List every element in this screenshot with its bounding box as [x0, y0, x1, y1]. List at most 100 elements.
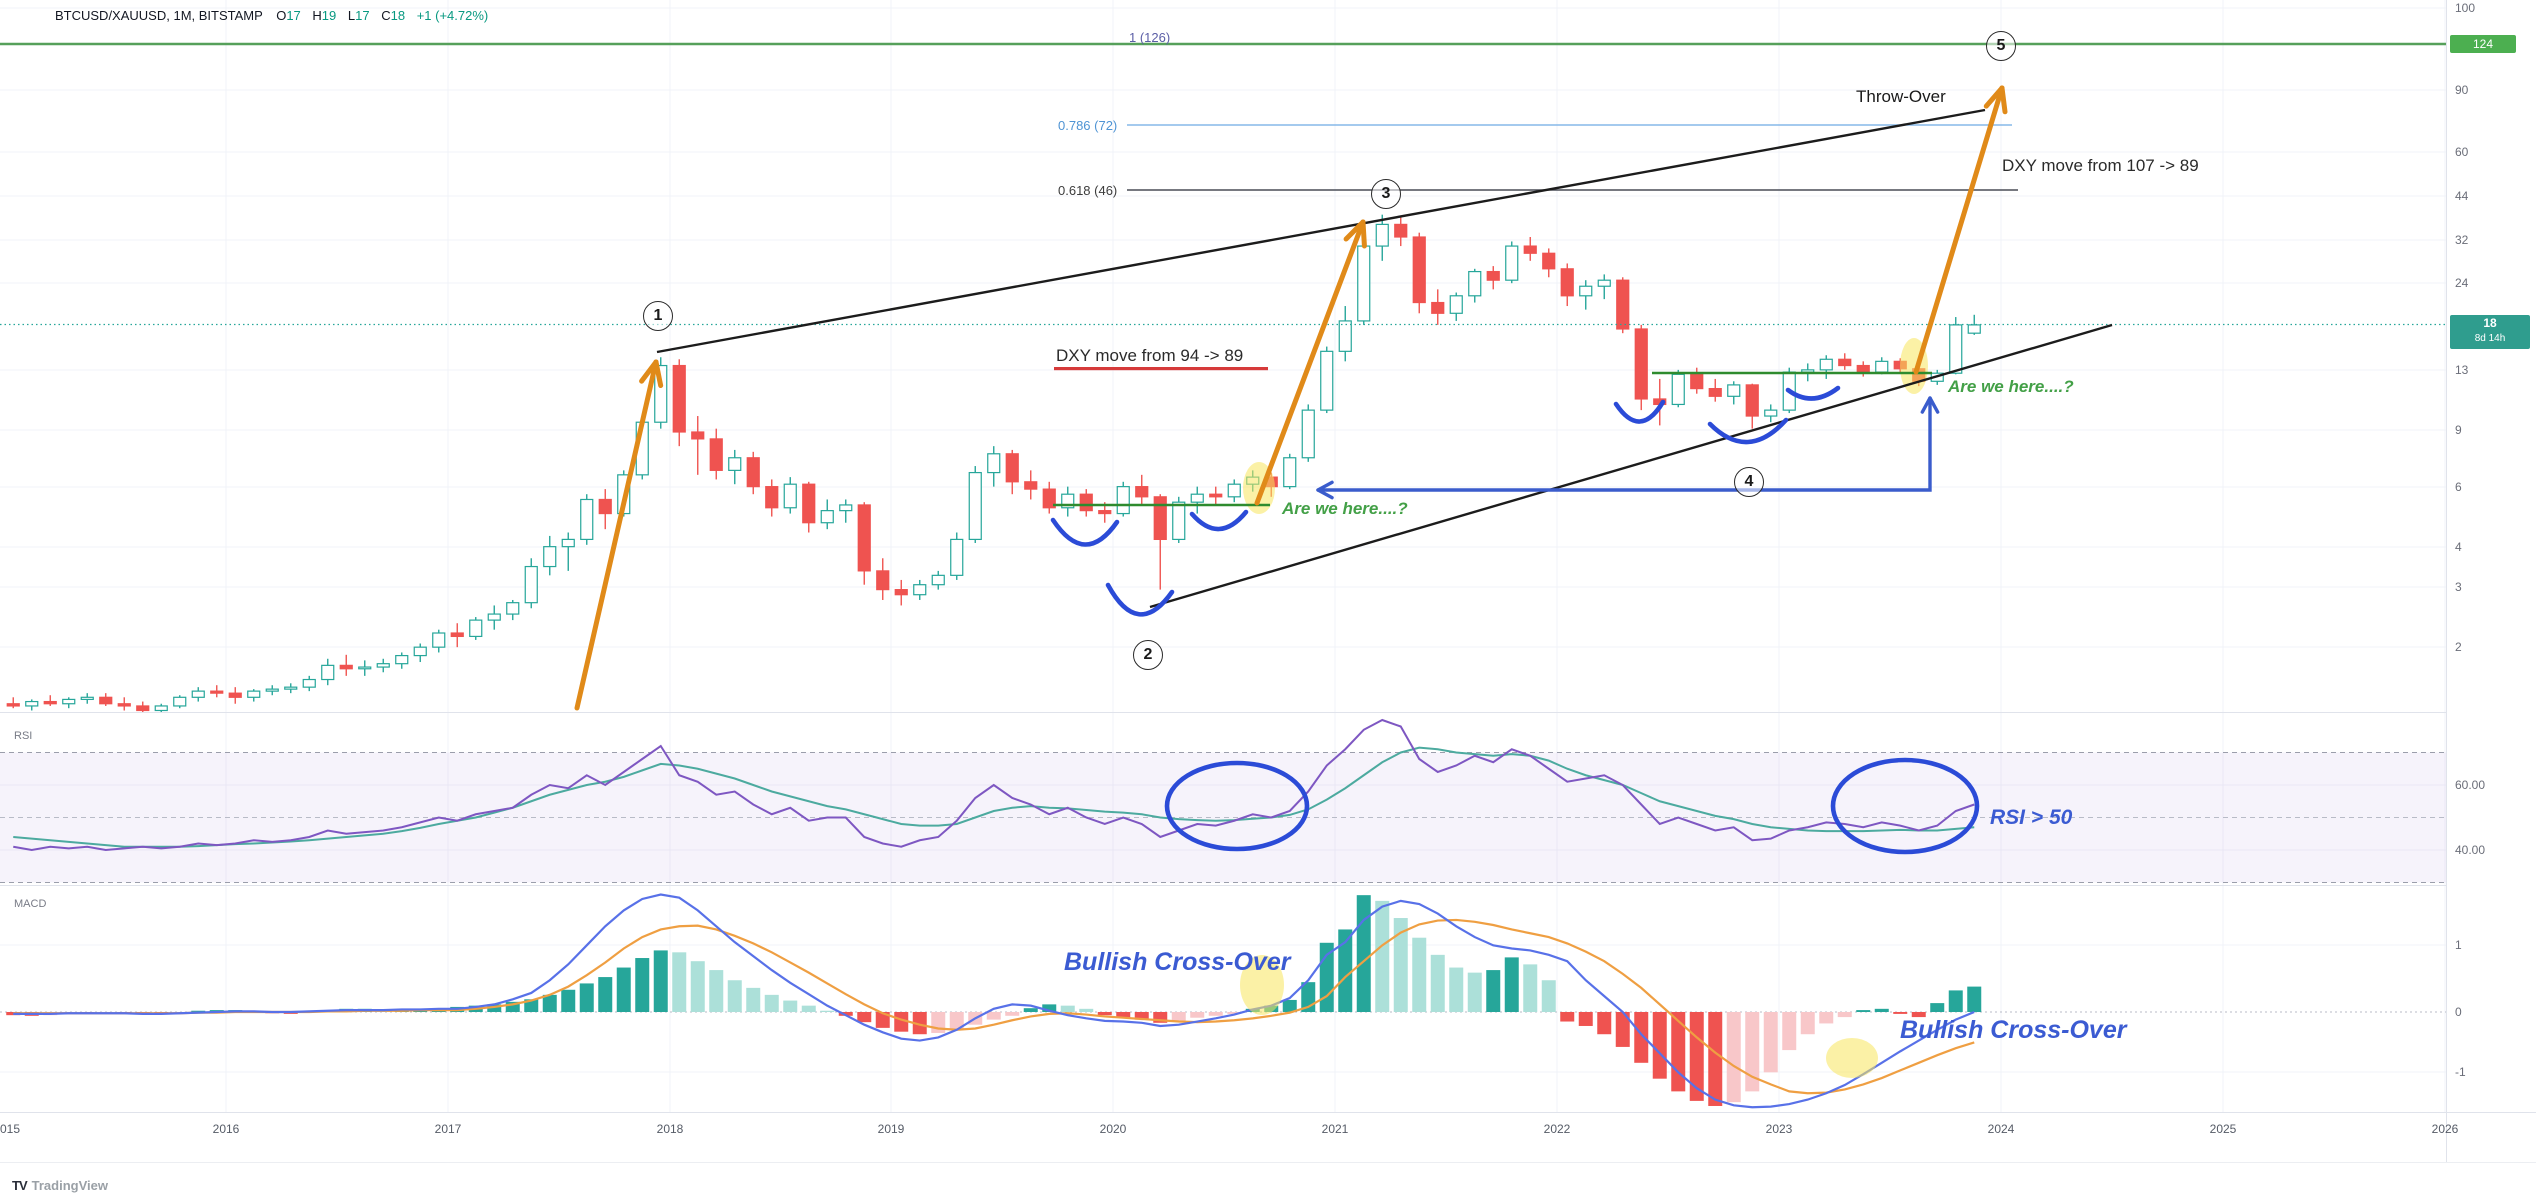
macd-histogram-bar	[764, 994, 779, 1012]
price-axis-label: 6	[2455, 480, 2462, 494]
wave-label-3: 3	[1371, 179, 1401, 209]
candle-body	[598, 498, 612, 515]
candle-body	[1523, 245, 1537, 254]
candle-body	[1597, 279, 1611, 287]
macd-histogram-bar	[1578, 1012, 1593, 1026]
macd-histogram-bar	[524, 999, 539, 1012]
candle-body	[987, 453, 1001, 474]
candle-body	[1357, 245, 1371, 322]
symbol-legend[interactable]: BTCUSD/XAUUSD, 1M, BITSTAMP O17 H19 L17 …	[55, 8, 488, 23]
macd-histogram-bar	[1597, 1012, 1612, 1035]
macd-histogram-bar	[487, 1004, 502, 1012]
candle-body	[783, 483, 797, 509]
tradingview-logo[interactable]: TV TradingView	[12, 1178, 108, 1193]
candle-body	[1838, 358, 1852, 367]
macd-histogram-bar	[1042, 1004, 1057, 1012]
time-axis-label: 2025	[2209, 1122, 2237, 1136]
candle-body	[820, 510, 834, 524]
candle-body	[1856, 364, 1870, 373]
time-axis-label: 015	[0, 1122, 21, 1136]
macd-histogram-bar	[1893, 1012, 1908, 1014]
candle-body	[802, 483, 816, 524]
pane-divider[interactable]	[0, 712, 2446, 713]
wave-label-4: 4	[1734, 467, 1764, 497]
macd-histogram-bar	[1079, 1008, 1094, 1012]
macd-histogram-bar	[598, 977, 613, 1012]
candle-body	[80, 696, 94, 701]
tradingview-logo-icon: TV	[12, 1178, 28, 1193]
candle-body	[1486, 270, 1500, 281]
macd-histogram-bar	[1948, 990, 1963, 1012]
macd-histogram-bar	[986, 1012, 1001, 1020]
rsi-pane[interactable]	[0, 712, 2446, 885]
macd-histogram-bar	[616, 967, 631, 1012]
candle-body	[1690, 373, 1704, 390]
macd-histogram-bar	[1541, 980, 1556, 1012]
macd-histogram-bar	[1967, 986, 1982, 1012]
macd-histogram-bar	[1504, 957, 1519, 1012]
candle-body	[43, 700, 57, 705]
candle-body	[432, 632, 446, 648]
candle-body	[1449, 295, 1463, 314]
macd-histogram-bar	[1652, 1012, 1667, 1079]
price-axis-label: 2	[2455, 640, 2462, 654]
candle-body	[154, 705, 168, 712]
macd-histogram-bar	[690, 961, 705, 1012]
macd-histogram-bar	[1615, 1012, 1630, 1047]
candle-body	[1801, 369, 1815, 373]
macd-histogram-bar	[561, 989, 576, 1012]
candle-body	[1505, 245, 1519, 281]
candle-body	[1893, 360, 1907, 370]
candle-body	[25, 700, 39, 707]
macd-histogram-bar	[1708, 1012, 1723, 1106]
macd-histogram-bar	[1356, 895, 1371, 1012]
close-value: 18	[390, 8, 406, 23]
candle-body	[1098, 510, 1112, 515]
candle-body	[228, 692, 242, 698]
macd-histogram-bar	[1763, 1012, 1778, 1073]
candle-body	[543, 546, 557, 568]
candle-body	[1653, 398, 1667, 406]
macd-axis-label: -1	[2455, 1065, 2466, 1079]
candle-body	[1967, 324, 1981, 334]
macd-histogram-bar	[1837, 1012, 1852, 1018]
macd-histogram-bar	[875, 1012, 890, 1028]
macd-histogram-bar	[1319, 942, 1334, 1012]
rsi-axis-label: 60.00	[2455, 778, 2486, 792]
open-label: O	[276, 8, 287, 23]
rsi-ma-line	[13, 746, 1975, 848]
candle-body	[1819, 358, 1833, 371]
macd-histogram-bar	[1800, 1012, 1815, 1035]
macd-histogram-bar	[820, 1010, 835, 1012]
low-label: L	[347, 8, 356, 23]
macd-pane[interactable]	[0, 885, 2446, 1112]
macd-pane-label: MACD	[14, 898, 47, 910]
candle-body	[524, 565, 538, 604]
candle-body	[395, 654, 409, 665]
macd-histogram-bar	[1745, 1012, 1760, 1092]
macd-histogram-bar	[1023, 1008, 1038, 1012]
pane-divider[interactable]	[0, 885, 2446, 886]
candle-body	[1190, 493, 1204, 503]
macd-histogram-bar	[1911, 1012, 1926, 1018]
macd-histogram-bar	[1060, 1005, 1075, 1012]
candle-body	[672, 364, 686, 433]
candle-body	[968, 471, 982, 541]
candle-body	[1782, 371, 1796, 411]
candle-body	[765, 486, 779, 509]
macd-histogram-bar	[1338, 929, 1353, 1012]
macd-histogram-bar	[1282, 999, 1297, 1012]
time-axis-label: 2022	[1543, 1122, 1571, 1136]
candle-body	[1542, 252, 1556, 270]
candle-body	[358, 666, 372, 670]
candle-body	[1005, 453, 1019, 483]
macd-histogram-bar	[1560, 1012, 1575, 1022]
price-axis-label: 44	[2455, 189, 2469, 203]
candle-body	[191, 690, 205, 698]
macd-histogram-bar	[505, 1001, 520, 1012]
time-axis-label: 2024	[1987, 1122, 2015, 1136]
candle-body	[1024, 481, 1038, 490]
rsi-pane-label: RSI	[14, 730, 33, 742]
macd-histogram-bar	[1782, 1012, 1797, 1051]
time-axis-border	[0, 1112, 2536, 1113]
